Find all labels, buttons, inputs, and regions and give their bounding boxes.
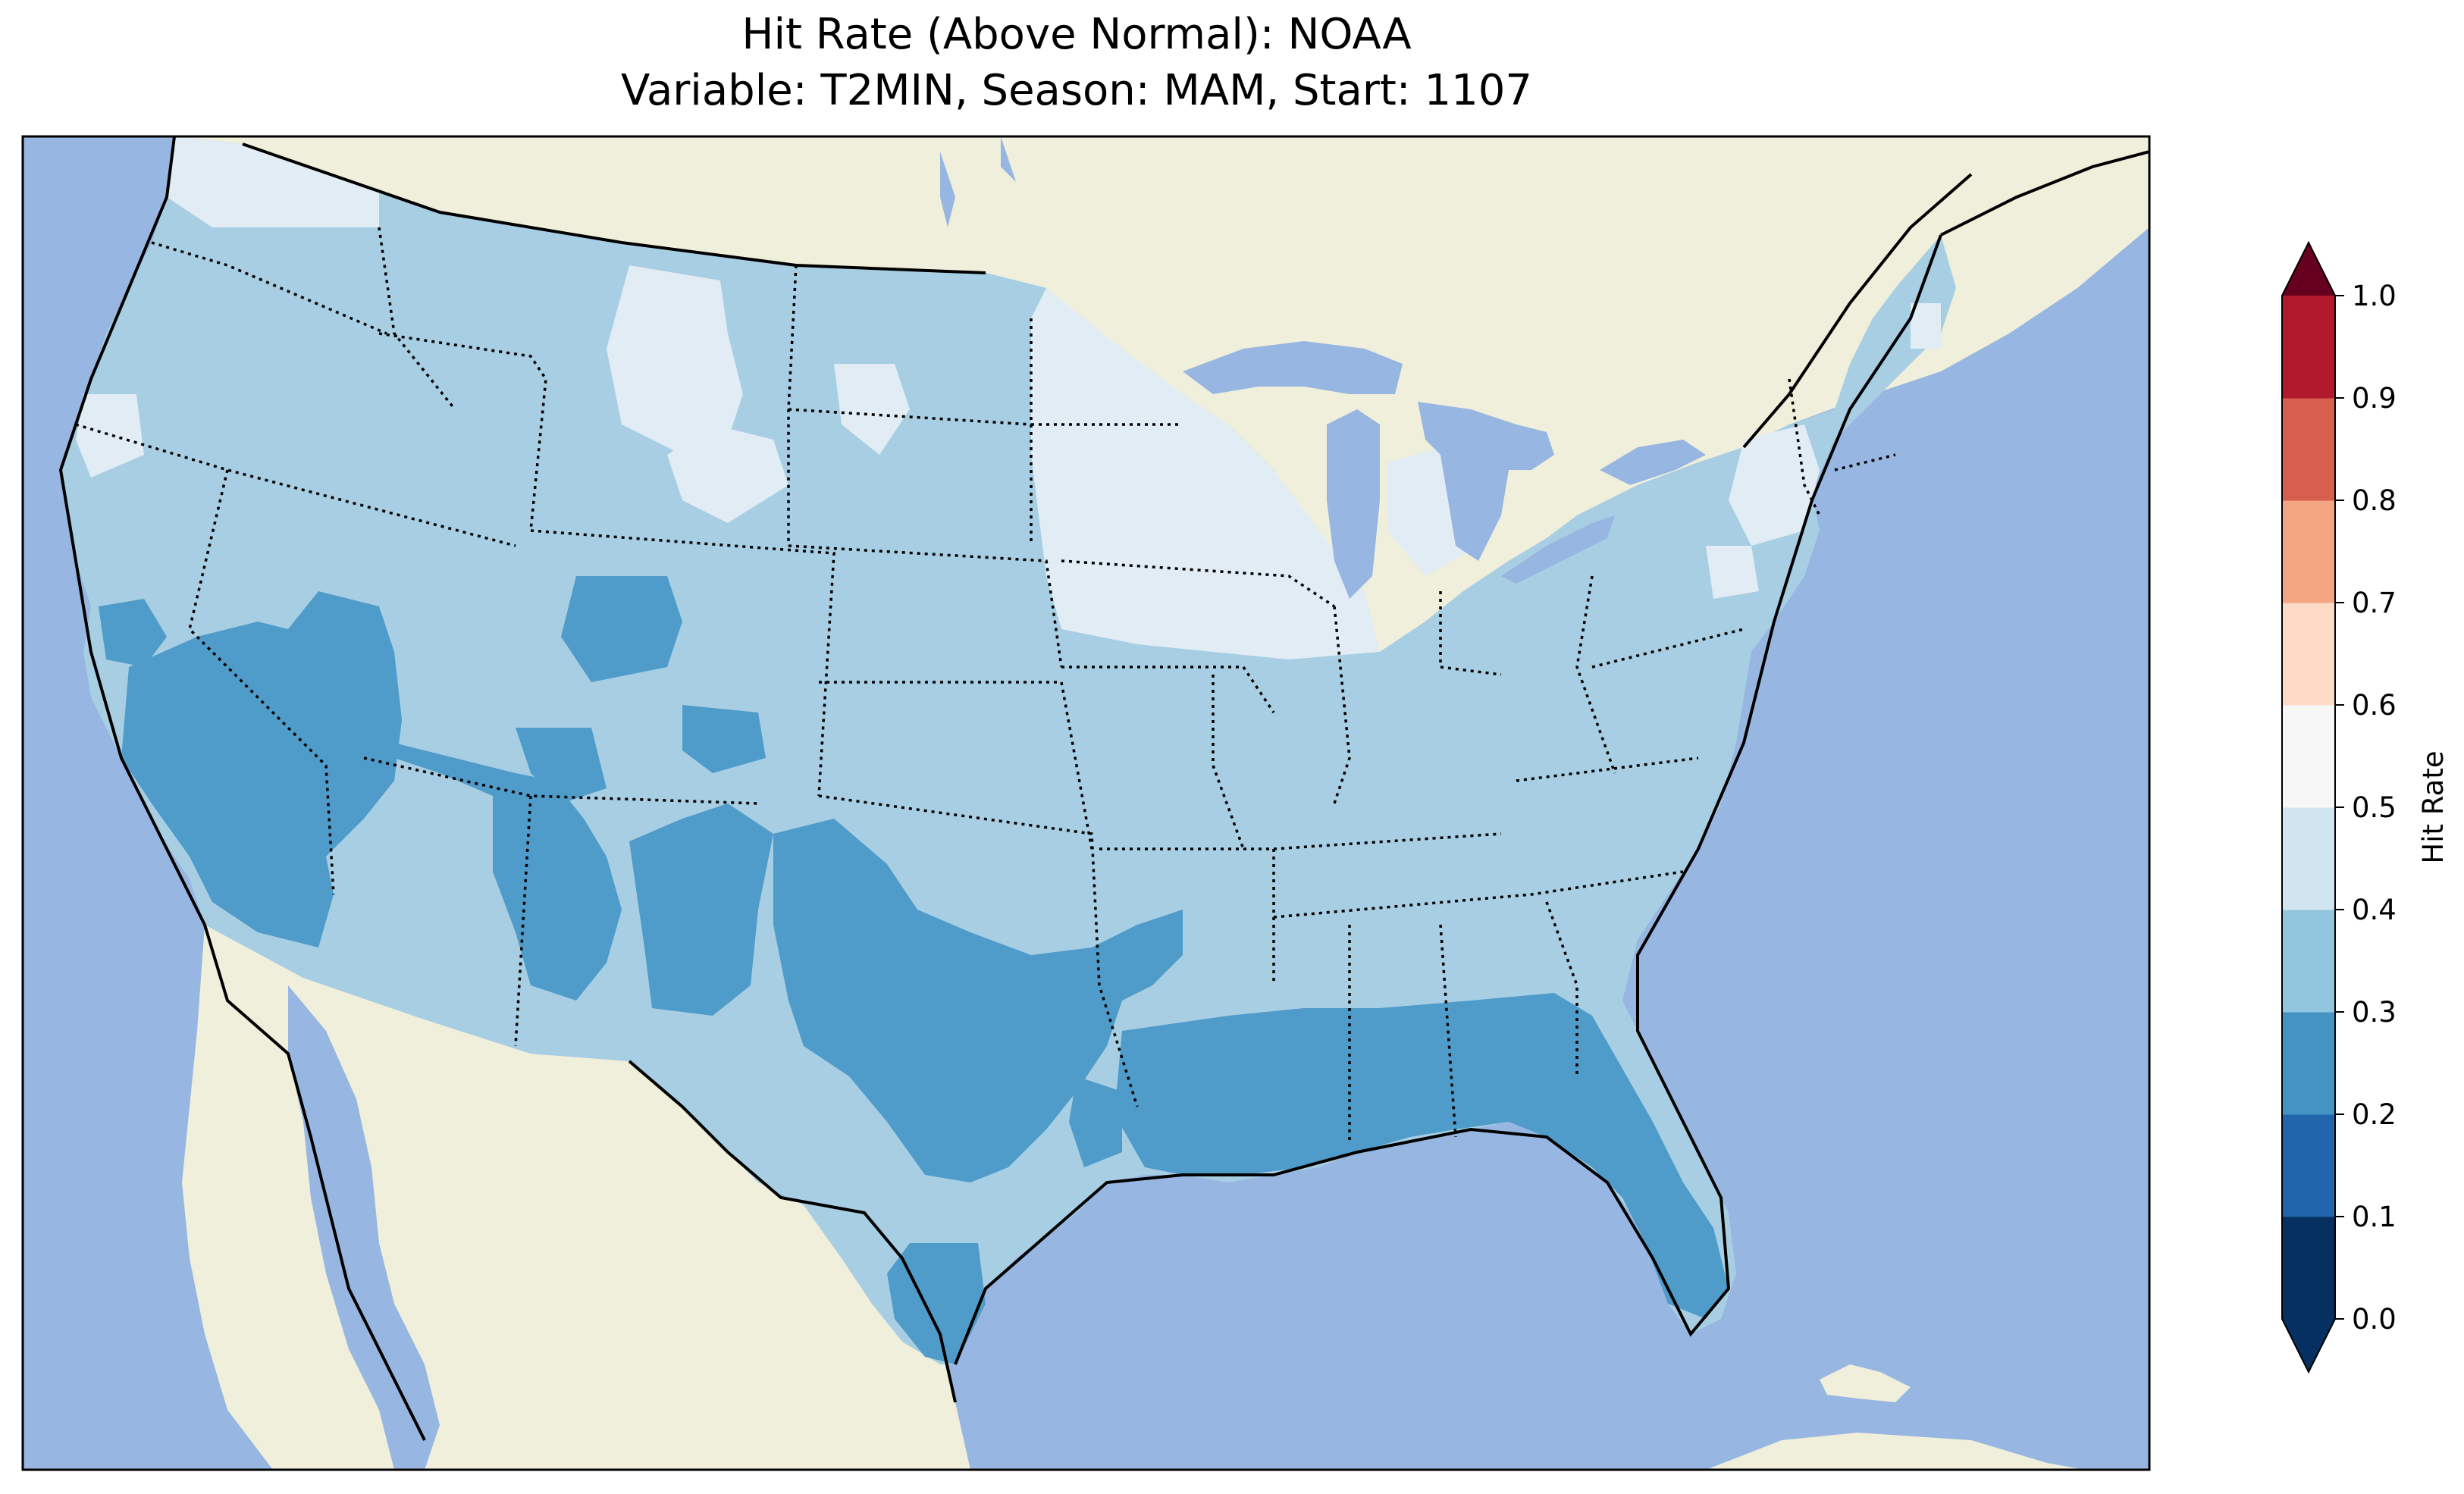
colorbar-extend-low [2282, 1319, 2335, 1372]
south-land-strip [1706, 1433, 2085, 1470]
colorbar-tick-label: 0.2 [2352, 1098, 2397, 1131]
map-frame [21, 135, 2151, 1471]
colorbar-segment [2282, 807, 2335, 910]
great-lakes [940, 136, 1706, 599]
colorbar-segment [2282, 296, 2335, 399]
map-subtitle: Variable: T2MIN, Season: MAM, Start: 110… [620, 66, 1532, 115]
colorbar-extend-high [2282, 243, 2335, 296]
coastlines [58, 136, 2149, 1441]
cuba-land [1820, 1364, 1911, 1402]
map-frame-content [23, 136, 2149, 1470]
hit-rate-0.2-0.3-regions [99, 576, 1729, 1364]
colorbar-segment [2282, 910, 2335, 1013]
colorbar-segment [2282, 1012, 2335, 1115]
map-title: Hit Rate (Above Normal): NOAA [741, 10, 1412, 59]
colorbar-label: Hit Rate [2417, 750, 2450, 863]
colorbar-segment [2282, 705, 2335, 808]
colorbar-tick-label: 0.8 [2352, 484, 2397, 517]
colorbar-segment [2282, 603, 2335, 706]
colorbar-tick-label: 0.0 [2352, 1303, 2397, 1336]
canada-land [23, 136, 2149, 652]
state-borders [75, 227, 1896, 1145]
colorbar-segment [2282, 1217, 2335, 1320]
colorbar-tick-label: 0.6 [2352, 689, 2397, 722]
colorbar-segment [2282, 1114, 2335, 1217]
colorbar-tick-label: 0.5 [2352, 791, 2397, 824]
gulf-of-california [288, 985, 440, 1470]
colorbar-tick-label: 0.1 [2352, 1201, 2397, 1233]
colorbar-tick-label: 1.0 [2352, 280, 2397, 312]
colorbar-segment [2282, 500, 2335, 603]
colorbar-tick-label: 0.3 [2352, 996, 2397, 1029]
colorbar-tick-label: 0.9 [2352, 382, 2397, 415]
colorbar-tick-label: 0.7 [2352, 587, 2397, 619]
colorbar: 0.0 0.1 0.2 0.3 0.4 0.5 0.6 0.7 0.8 0.9 1.0 Hit Rat… [2281, 240, 2450, 1374]
colorbar-segment [2282, 398, 2335, 501]
colorbar-tick-label: 0.4 [2352, 894, 2397, 926]
